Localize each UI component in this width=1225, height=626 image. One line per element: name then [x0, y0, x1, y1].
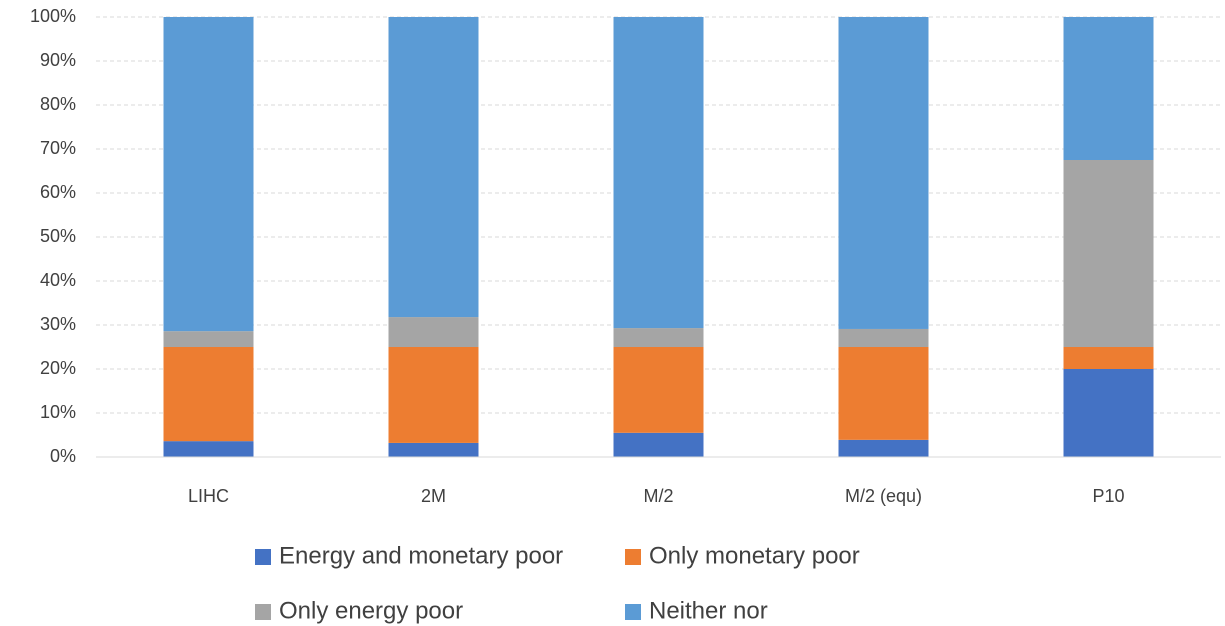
- bar-segment: [838, 439, 929, 457]
- legend-swatch: [255, 604, 271, 620]
- x-tick-label: LIHC: [188, 486, 229, 506]
- bar-segment: [1063, 347, 1154, 369]
- legend-label: Only energy poor: [279, 597, 463, 624]
- y-tick-label: 70%: [40, 138, 76, 158]
- bar-segment: [613, 432, 704, 457]
- bar-segment: [388, 347, 479, 443]
- y-tick-label: 90%: [40, 50, 76, 70]
- bar-segment: [1063, 160, 1154, 347]
- bar-segment: [613, 17, 704, 329]
- bar-segment: [163, 17, 254, 332]
- legend-label: Energy and monetary poor: [279, 542, 563, 569]
- x-tick-label: P10: [1092, 486, 1124, 506]
- y-tick-label: 30%: [40, 314, 76, 334]
- legend-label: Neither nor: [649, 597, 768, 624]
- y-tick-label: 60%: [40, 182, 76, 202]
- legend-label: Only monetary poor: [649, 542, 860, 569]
- legend-swatch: [625, 604, 641, 620]
- y-tick-label: 100%: [30, 6, 76, 26]
- x-tick-label: 2M: [421, 486, 446, 506]
- bar-segment: [1063, 369, 1154, 457]
- x-tick-label: M/2 (equ): [845, 486, 922, 506]
- y-tick-label: 50%: [40, 226, 76, 246]
- bar-segment: [388, 442, 479, 457]
- bar-segment: [838, 17, 929, 329]
- legend-swatch: [255, 549, 271, 565]
- y-tick-label: 0%: [50, 446, 76, 466]
- bar-segment: [388, 317, 479, 347]
- x-tick-label: M/2: [643, 486, 673, 506]
- bar-segment: [163, 331, 254, 347]
- y-tick-label: 40%: [40, 270, 76, 290]
- bar-segment: [1063, 17, 1154, 160]
- y-tick-label: 20%: [40, 358, 76, 378]
- bar-segment: [613, 347, 704, 433]
- bar-segment: [388, 17, 479, 318]
- bar-segment: [613, 328, 704, 347]
- bar-segment: [163, 441, 254, 457]
- bar-segment: [838, 347, 929, 440]
- bar-segment: [838, 328, 929, 347]
- y-tick-label: 80%: [40, 94, 76, 114]
- legend-swatch: [625, 549, 641, 565]
- y-tick-label: 10%: [40, 402, 76, 422]
- bar-segment: [163, 347, 254, 442]
